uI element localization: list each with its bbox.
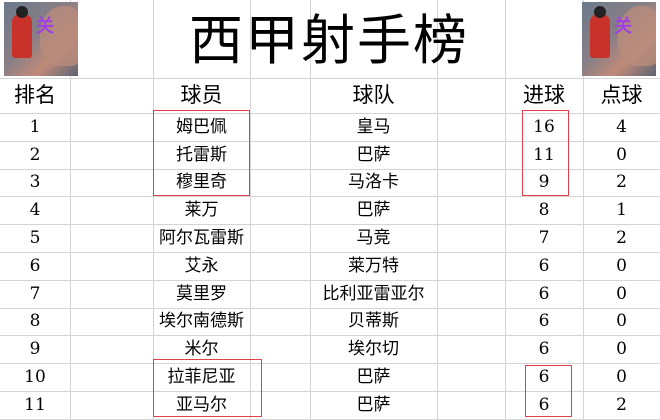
cell-player: 托雷斯 — [176, 145, 227, 165]
grid-hline — [0, 252, 660, 253]
header-team: 球队 — [352, 83, 395, 107]
cell-rank: 10 — [24, 367, 46, 387]
grid-hline — [0, 391, 660, 392]
page-title: 西甲射手榜 — [189, 9, 469, 72]
cell-goals: 7 — [538, 228, 550, 248]
cell-penalties: 0 — [616, 145, 627, 165]
cell-rank: 9 — [29, 339, 41, 359]
cell-penalties: 2 — [616, 395, 627, 415]
cell-goals: 6 — [538, 284, 550, 304]
cell-penalties: 0 — [616, 311, 627, 331]
cell-rank: 6 — [29, 256, 41, 276]
header-goals: 进球 — [523, 83, 565, 107]
cell-goals: 16 — [533, 117, 555, 137]
cell-player: 莱万 — [184, 200, 219, 220]
cell-rank: 3 — [29, 172, 41, 192]
cell-team: 巴萨 — [356, 200, 391, 220]
cell-penalties: 0 — [616, 284, 627, 304]
cell-player: 米尔 — [184, 339, 219, 359]
cell-penalties: 1 — [616, 200, 627, 220]
cell-goals: 9 — [538, 172, 550, 192]
cell-penalties: 2 — [616, 228, 627, 248]
cell-goals: 6 — [538, 339, 550, 359]
grid-vline — [437, 0, 438, 419]
cell-team: 埃尔切 — [348, 339, 399, 359]
grid-hline — [0, 308, 660, 309]
highlight-box-goals-bottom — [525, 365, 572, 417]
cell-rank: 8 — [29, 311, 41, 331]
cell-rank: 11 — [24, 395, 46, 415]
grid-hline — [0, 169, 660, 170]
cell-goals: 8 — [538, 200, 550, 220]
grid-vline — [70, 0, 71, 419]
highlight-box-goals-top3 — [522, 110, 569, 196]
grid-hline — [0, 113, 660, 114]
cell-team: 巴萨 — [356, 395, 391, 415]
cell-player: 莫里罗 — [176, 284, 227, 304]
cell-goals: 6 — [538, 395, 550, 415]
left-image: 关 — [4, 2, 78, 76]
cell-penalties: 0 — [616, 367, 627, 387]
cell-team: 巴萨 — [356, 145, 391, 165]
cell-rank: 5 — [29, 228, 41, 248]
header-penalties: 点球 — [600, 83, 643, 107]
cell-player: 穆里奇 — [176, 172, 227, 192]
grid-vline — [153, 0, 154, 419]
cell-penalties: 4 — [616, 117, 627, 137]
grid-hline — [0, 224, 660, 225]
cell-team: 巴萨 — [356, 367, 391, 387]
grid-hline — [0, 335, 660, 336]
cell-rank: 1 — [29, 117, 41, 137]
grid-vline — [310, 0, 311, 419]
cell-team: 皇马 — [356, 117, 391, 137]
cell-goals: 6 — [538, 256, 550, 276]
cell-penalties: 2 — [616, 172, 627, 192]
right-image: 关 — [582, 2, 656, 76]
cell-team: 比利亚雷亚尔 — [322, 284, 425, 304]
cell-player: 亚马尔 — [176, 395, 227, 415]
cell-player: 姆巴佩 — [176, 117, 227, 137]
grid-vline — [250, 0, 251, 419]
cell-player: 拉菲尼亚 — [167, 367, 236, 387]
grid-vline — [505, 0, 506, 419]
cell-team: 贝蒂斯 — [348, 311, 399, 331]
cell-team: 马竞 — [356, 228, 391, 248]
grid-vline — [583, 0, 584, 419]
cell-penalties: 0 — [616, 339, 627, 359]
cell-player: 阿尔瓦雷斯 — [159, 228, 244, 248]
grid-hline — [0, 141, 660, 142]
grid-hline — [0, 196, 660, 197]
cell-team: 马洛卡 — [348, 172, 399, 192]
cell-rank: 4 — [29, 200, 41, 220]
cell-player: 艾永 — [184, 256, 219, 276]
header-player: 球员 — [180, 83, 223, 107]
grid-hline — [0, 78, 660, 79]
highlight-box-players-top3 — [153, 110, 250, 196]
cell-rank: 7 — [29, 284, 41, 304]
grid-hline — [0, 363, 660, 364]
cell-rank: 2 — [29, 145, 41, 165]
cell-team: 莱万特 — [348, 256, 399, 276]
header-rank: 排名 — [14, 83, 56, 107]
cell-goals: 6 — [538, 367, 550, 387]
highlight-box-players-bottom — [153, 359, 262, 417]
cell-penalties: 0 — [616, 256, 627, 276]
cell-player: 埃尔南德斯 — [159, 311, 244, 331]
cell-goals: 11 — [533, 145, 555, 165]
grid-hline — [0, 280, 660, 281]
cell-goals: 6 — [538, 311, 550, 331]
